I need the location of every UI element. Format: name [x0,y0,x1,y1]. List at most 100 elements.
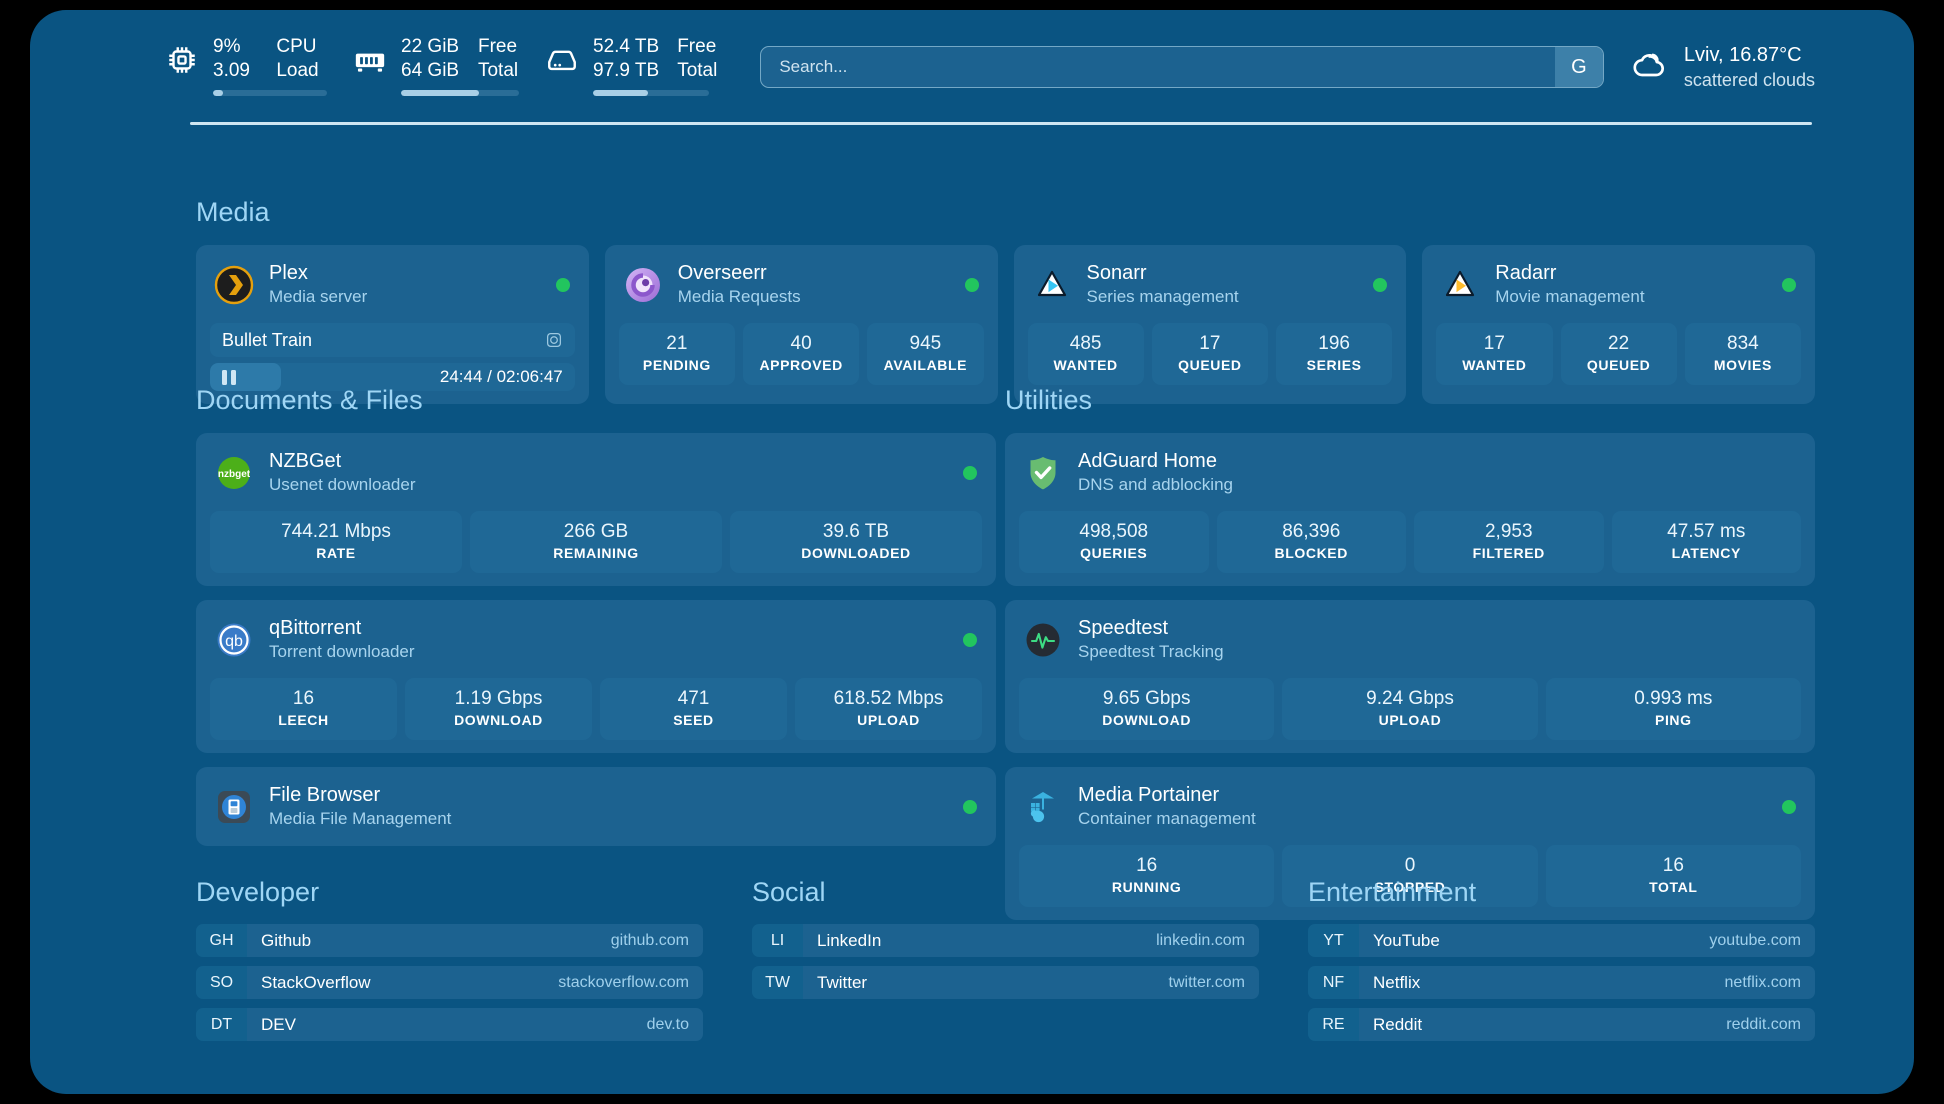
weather-widget[interactable]: Lviv, 16.87°C scattered clouds [1630,35,1815,92]
bookmark-item[interactable]: SO StackOverflow stackoverflow.com [196,966,703,999]
memory-total-value: 64 GiB [401,60,460,81]
bookmark-item[interactable]: YT YouTube youtube.com [1308,924,1815,957]
bookmark-body[interactable]: Github github.com [247,924,703,957]
stat-tile: 471 SEED [600,678,787,740]
bookmark-body[interactable]: Reddit reddit.com [1359,1008,1815,1041]
hard-drive-icon [545,43,579,77]
stat-tile: 39.6 TB DOWNLOADED [730,511,982,573]
bookmark-name: Github [261,930,312,950]
bookmark-host: netflix.com [1724,973,1801,991]
service-card-titles: Media Portainer Container management [1078,783,1767,830]
service-card-titles: Plex Media server [269,261,541,308]
bookmark-body[interactable]: StackOverflow stackoverflow.com [247,966,703,999]
system-stat-disk: 52.4 TB Free 97.9 TB Total [545,35,717,96]
bookmark-body[interactable]: Twitter twitter.com [803,966,1259,999]
bookmark-item[interactable]: GH Github github.com [196,924,703,957]
bookmark-body[interactable]: DEV dev.to [247,1008,703,1041]
service-subtitle: Speedtest Tracking [1078,642,1224,661]
stat-tile: 22 QUEUED [1560,323,1677,385]
bookmark-name: LinkedIn [817,930,882,950]
stat-label: WANTED [1462,357,1527,373]
search-engine-button[interactable]: G [1554,47,1603,87]
now-playing-progress-row[interactable]: 24:44 / 02:06:47 [210,363,575,391]
bookmark-body[interactable]: Netflix netflix.com [1359,966,1815,999]
bookmark-item[interactable]: TW Twitter twitter.com [752,966,1259,999]
bookmark-body[interactable]: LinkedIn linkedin.com [803,924,1259,957]
status-indicator-online [555,277,570,292]
service-card[interactable]: Overseerr Media Requests 21 PENDING 40 APPROV… [604,245,998,404]
search-bar[interactable]: G [760,46,1604,88]
stat-label: LEECH [278,712,329,728]
status-indicator-online [963,465,977,480]
service-card-header[interactable]: Sonarr Series management [1028,258,1393,311]
service-card[interactable]: File Browser Media File Management [196,767,996,846]
stat-label: PING [1655,712,1692,728]
utilities-section: Utilities AdGuard Home DNS and adblocking… [1005,384,1815,920]
service-card[interactable]: AdGuard Home DNS and adblocking 498,508 QUE… [1005,433,1815,586]
stat-label: QUEUED [1178,357,1242,373]
service-card-header[interactable]: nzbget NZBGet Usenet downloader [210,446,982,499]
disk-free-value: 52.4 TB [593,36,660,57]
service-name: File Browser [269,784,381,806]
service-card-header[interactable]: qb qBittorrent Torrent downloader [210,613,982,666]
service-card[interactable]: qb qBittorrent Torrent downloader 16 LEECH 1.… [196,600,996,753]
ram-stick-icon [353,43,387,77]
bookmark-item[interactable]: DT DEV dev.to [196,1008,703,1041]
bookmark-group-title: Social [752,877,826,907]
bookmark-list: LI LinkedIn linkedin.com TW Twitter twit… [752,924,1259,999]
overseerr-logo [623,265,663,305]
stat-tile: 485 WANTED [1027,323,1144,385]
stat-value: 498,508 [1079,521,1149,542]
pause-icon[interactable] [222,369,236,385]
service-subtitle: Series management [1086,287,1239,306]
cpu-usage-value: 9% [213,36,241,57]
bookmark-abbreviation: DT [196,1008,247,1041]
bookmark-item[interactable]: RE Reddit reddit.com [1308,1008,1815,1041]
service-card-header[interactable]: Media Portainer Container management [1019,780,1801,833]
stat-label: SEED [673,712,714,728]
service-card-header[interactable]: File Browser Media File Management [210,780,982,833]
utilities-card-stack: AdGuard Home DNS and adblocking 498,508 QUE… [1005,433,1815,920]
stat-label: LATENCY [1671,545,1741,561]
service-card[interactable]: Sonarr Series management 485 WANTED 17 QUEUED… [1013,245,1407,404]
service-card-header[interactable]: Radarr Movie management [1436,258,1801,311]
stat-label: REMAINING [553,545,639,561]
bookmark-item[interactable]: LI LinkedIn linkedin.com [752,924,1259,957]
documents-card-stack: nzbget NZBGet Usenet downloader 744.21 Mbps… [196,433,996,846]
stat-value: 196 [1318,333,1350,354]
stat-label: APPROVED [759,357,843,373]
memory-free-value: 22 GiB [401,36,460,57]
service-card[interactable]: Speedtest Speedtest Tracking 9.65 Gbps DOWN… [1005,600,1815,753]
bookmark-body[interactable]: YouTube youtube.com [1359,924,1815,957]
service-card[interactable]: Plex Media server Bullet Train 24:44 / 02… [196,245,589,404]
stat-tile: 0 STOPPED [1282,845,1538,907]
status-indicator-online [1782,799,1796,814]
service-subtitle: Media server [269,287,368,306]
service-card-header[interactable]: Overseerr Media Requests [619,258,984,311]
service-stats: 744.21 Mbps RATE 266 GB REMAINING 39.6 TB DOW… [210,511,982,573]
service-card[interactable]: Media Portainer Container management 16 RUN… [1005,767,1815,920]
bookmark-list: YT YouTube youtube.com NF Netflix netfli… [1308,924,1815,1041]
service-card[interactable]: Radarr Movie management 17 WANTED 22 QUEUED 83… [1422,245,1815,404]
cpu-load-label: Load [276,60,319,81]
service-card-header[interactable]: Speedtest Speedtest Tracking [1019,613,1801,666]
service-stats: 498,508 QUERIES 86,396 BLOCKED 2,953 FILTERED… [1019,511,1801,573]
stat-label: FILTERED [1472,545,1545,561]
bookmark-item[interactable]: NF Netflix netflix.com [1308,966,1815,999]
service-card-header[interactable]: Plex Media server [210,258,575,311]
service-card-header[interactable]: AdGuard Home DNS and adblocking [1019,446,1801,499]
stat-tile: 47.57 ms LATENCY [1611,511,1801,573]
bookmark-host: linkedin.com [1156,931,1245,949]
service-card-titles: Overseerr Media Requests [678,261,950,308]
stat-value: 618.52 Mbps [833,688,944,709]
stat-value: 471 [677,688,710,709]
adguard-logo [1023,453,1063,493]
stat-value: 485 [1069,333,1102,354]
service-card[interactable]: nzbget NZBGet Usenet downloader 744.21 Mbps… [196,433,996,586]
search-input[interactable] [761,47,1555,87]
service-subtitle: Media Requests [677,287,801,306]
system-stat-cpu: 9% CPU 3.09 Load [165,35,327,96]
stat-value: 17 [1199,333,1221,354]
bookmark-abbreviation: LI [752,924,803,957]
stat-label: QUERIES [1080,545,1148,561]
